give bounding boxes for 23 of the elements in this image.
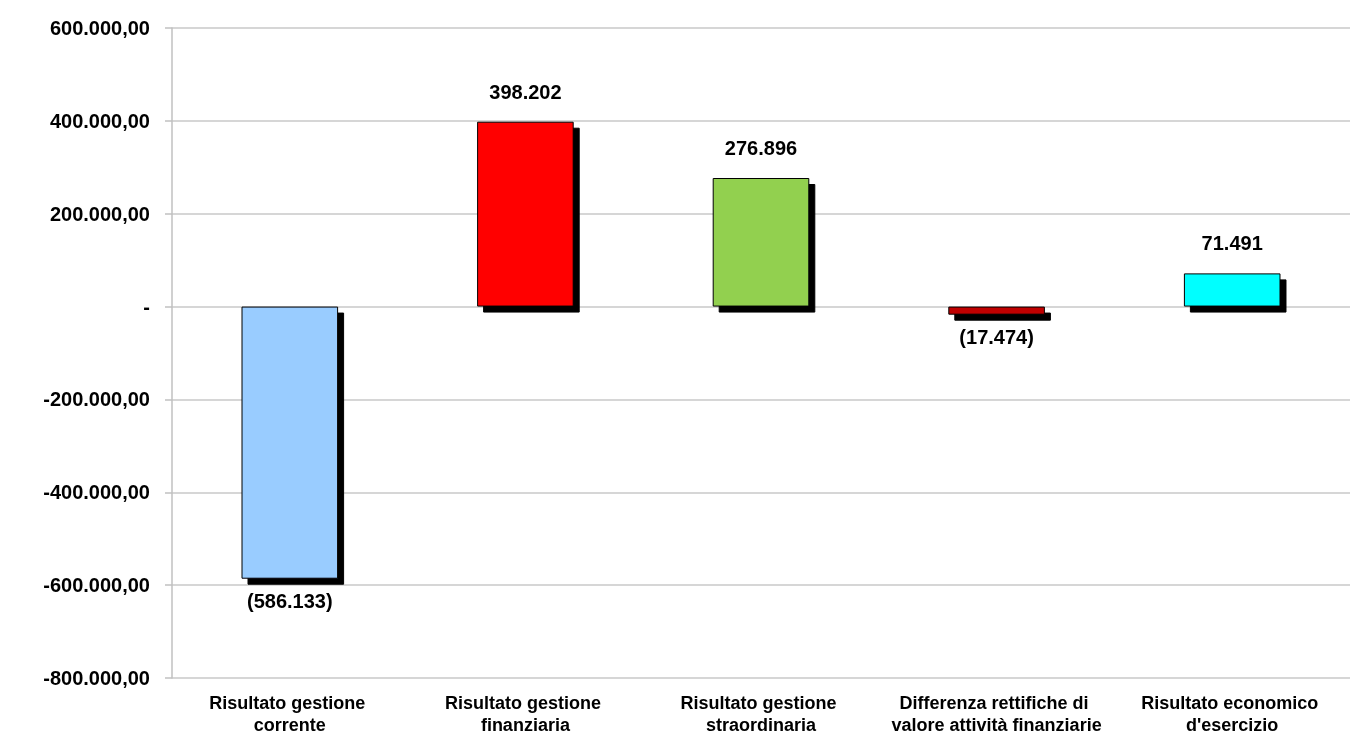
x-tick-label: Risultato economico d'esercizio (1141, 693, 1324, 735)
y-tick-label: -200.000,00 (43, 388, 150, 411)
y-tick-label: 200.000,00 (49, 202, 150, 225)
bar (241, 306, 339, 579)
y-tick-label: 600.000,00 (49, 17, 150, 39)
data-label: 276.896 (724, 137, 798, 160)
data-label: 71.491 (1201, 232, 1263, 255)
y-tick-label: -400.000,00 (43, 481, 150, 504)
y-tick-label: -600.000,00 (43, 574, 150, 597)
bar (1183, 273, 1281, 307)
y-tick-label: - (143, 295, 150, 318)
x-tick-label: Risultato gestione corrente (209, 693, 371, 735)
y-tick-label: 400.000,00 (49, 109, 150, 132)
data-label: (17.474) (959, 325, 1034, 348)
bar (948, 306, 1045, 315)
x-tick-label: Differenza rettifiche di valore attività finanziarie (891, 693, 1102, 735)
bar (712, 178, 810, 307)
x-tick-label: Risultato gestione finanziaria (444, 693, 606, 735)
data-label: (586.133) (246, 589, 333, 612)
data-label: 398.202 (489, 80, 562, 103)
bar (477, 121, 574, 307)
x-tick-label: Risultato gestione straordinaria (680, 693, 842, 735)
y-tick-label: -800.000,00 (43, 667, 150, 689)
